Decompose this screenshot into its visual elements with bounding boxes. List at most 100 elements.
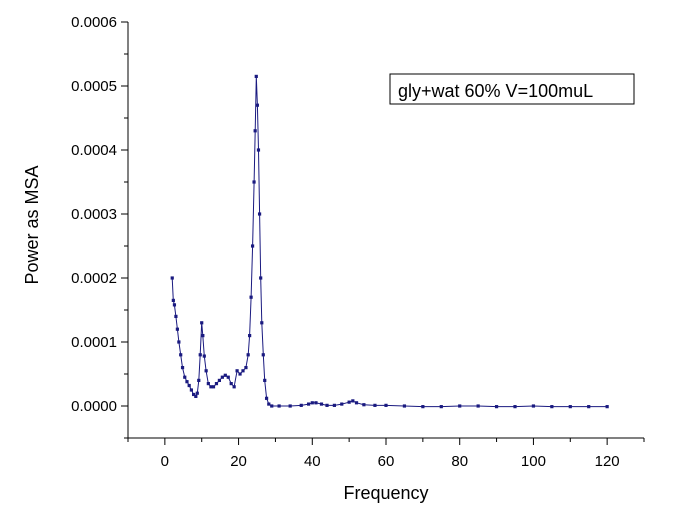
data-point <box>253 129 257 133</box>
x-tick-label: 60 <box>378 453 395 470</box>
data-point <box>249 295 253 299</box>
data-point <box>202 354 206 358</box>
data-point <box>288 404 292 408</box>
data-point <box>277 404 281 408</box>
x-tick-label: 40 <box>304 453 321 470</box>
data-point <box>384 403 388 407</box>
data-point <box>255 103 259 107</box>
data-point <box>209 385 213 389</box>
data-point <box>568 405 572 409</box>
data-point <box>171 298 175 302</box>
data-point <box>261 353 265 357</box>
data-point <box>550 405 554 409</box>
x-tick-label: 80 <box>451 453 468 470</box>
data-point <box>362 403 366 407</box>
data-point <box>206 382 210 386</box>
data-point <box>183 375 187 379</box>
data-point <box>531 404 536 408</box>
data-point <box>340 402 344 406</box>
data-point <box>175 327 179 331</box>
data-point <box>319 402 324 406</box>
data-point <box>232 385 236 389</box>
data-point <box>373 403 377 407</box>
data-series <box>170 74 609 409</box>
data-point <box>264 396 269 400</box>
data-point <box>494 405 499 409</box>
data-point <box>259 276 263 280</box>
data-point <box>605 405 609 409</box>
axes <box>121 21 645 445</box>
y-tick-label: 0.0006 <box>71 14 117 31</box>
y-axis-title: Power as MSA <box>22 165 42 284</box>
data-point <box>587 405 591 409</box>
data-point <box>256 148 261 152</box>
data-point <box>194 394 198 398</box>
data-point <box>198 353 202 357</box>
data-point <box>476 404 480 408</box>
data-point <box>235 369 239 373</box>
y-tick-label: 0.0003 <box>71 206 117 223</box>
x-tick-label: 120 <box>595 453 620 470</box>
data-point <box>185 380 189 384</box>
data-point <box>248 334 252 338</box>
data-point <box>332 403 336 407</box>
data-point <box>180 366 185 370</box>
data-point <box>439 405 443 409</box>
data-point <box>229 382 233 386</box>
y-tick-label: 0.0002 <box>71 270 117 287</box>
data-point <box>211 385 216 389</box>
data-point <box>179 353 183 357</box>
data-point <box>204 369 208 373</box>
data-point <box>223 373 227 377</box>
data-point <box>310 401 314 405</box>
data-point <box>270 404 274 408</box>
data-point <box>238 372 242 376</box>
data-point <box>250 244 255 248</box>
data-point <box>263 378 267 382</box>
data-point <box>214 382 219 386</box>
data-point <box>402 404 407 408</box>
y-tick-label: 0.0005 <box>71 78 117 95</box>
data-point <box>257 212 262 216</box>
y-tick-label: 0.0001 <box>71 334 117 351</box>
data-point <box>244 366 248 370</box>
data-point <box>200 321 204 325</box>
data-point <box>192 392 196 397</box>
data-point <box>195 391 199 395</box>
legend: gly+wat 60% V=100muL <box>389 73 635 105</box>
series-line <box>171 76 608 408</box>
x-tick-label: 0 <box>161 453 169 470</box>
data-point <box>177 340 181 344</box>
data-point <box>421 405 425 409</box>
tick-labels: 0.0000 0.0001 0.0002 0.0003 0.0004 0.0005 0.00… <box>71 14 620 470</box>
data-point <box>260 321 264 325</box>
data-point <box>220 375 224 379</box>
data-point <box>170 276 174 280</box>
x-tick-label: 20 <box>230 453 247 470</box>
data-point <box>325 403 329 407</box>
data-point <box>299 403 303 407</box>
data-point <box>197 378 201 382</box>
legend-text: gly+wat 60% V=100muL <box>398 81 593 101</box>
data-point <box>172 303 177 307</box>
data-point <box>513 405 517 409</box>
data-point <box>354 401 359 405</box>
data-point <box>307 402 311 406</box>
x-tick-label: 100 <box>521 453 546 470</box>
data-point <box>246 353 250 357</box>
data-point <box>217 378 222 382</box>
data-point <box>458 404 462 408</box>
y-tick-label: 0.0004 <box>71 142 117 159</box>
data-point <box>187 383 191 388</box>
data-point <box>314 401 318 405</box>
data-point <box>254 74 258 78</box>
data-point <box>174 314 178 318</box>
x-axis-title: Frequency <box>343 483 428 503</box>
data-point <box>201 334 205 338</box>
legend-box <box>389 73 635 105</box>
data-point <box>252 180 256 184</box>
data-point <box>226 375 230 379</box>
y-tick-label: 0.0000 <box>71 398 117 415</box>
data-point <box>267 402 271 406</box>
